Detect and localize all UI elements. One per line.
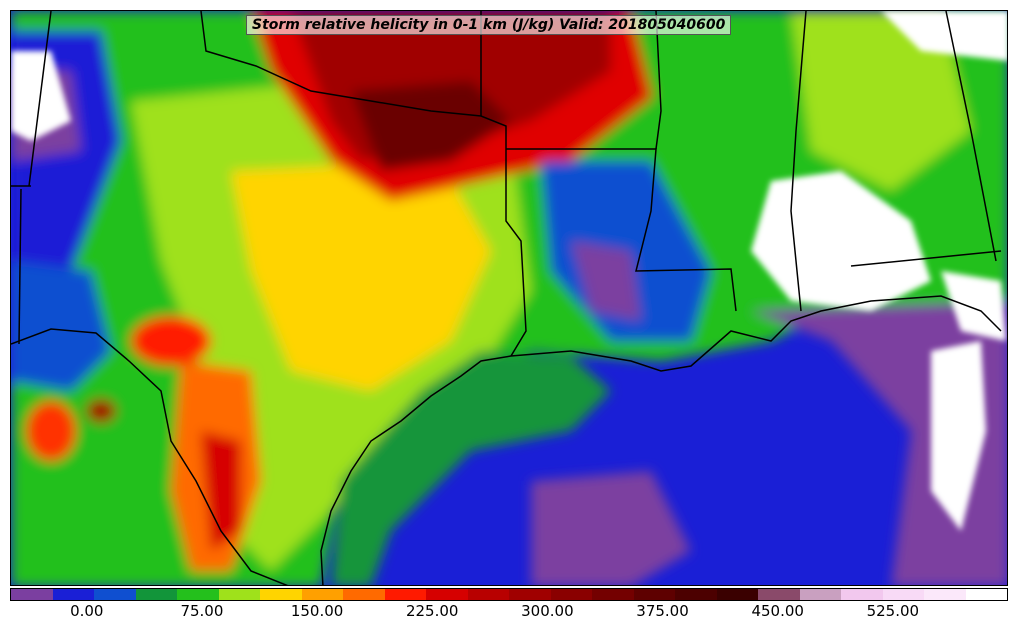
colorbar-swatch [633,589,675,600]
map-panel [10,10,1008,586]
colorbar-tick-label: 450.00 [751,602,804,620]
high-helicity-white [11,11,1007,531]
boundaries [11,11,1002,585]
colorbar-swatch [965,589,1007,600]
colorbar-swatch [301,589,343,600]
colorbar-swatch [841,589,883,600]
colorbar-swatch [218,589,260,600]
colorbar-swatch [11,589,53,600]
map-title: Storm relative helicity in 0-1 km (J/kg)… [246,15,732,35]
colorbar-swatch [592,589,634,600]
colorbar-tick-label: 0.00 [70,602,104,620]
colorbar-swatch [716,589,758,600]
colorbar-tick-label: 300.00 [521,602,574,620]
colorbar-tick-label: 525.00 [866,602,920,620]
colorbar-swatch [426,589,468,600]
colorbar-swatch [882,589,924,600]
helicity-field [11,11,1007,585]
colorbar-swatch [550,589,592,600]
colorbar-tick-label: 75.00 [180,602,224,620]
colorbar-swatch [94,589,136,600]
colorbar-tick-label: 225.00 [405,602,459,620]
colorbar-swatch [924,589,966,600]
colorbar-swatch [343,589,385,600]
colorbar-tick-label: 150.00 [290,602,344,620]
colorbar [10,588,1008,601]
colorbar-swatch [135,589,177,600]
colorbar-tick-labels: 0.00 75.00 150.00 225.00 300.00 375.00 450.00 5… [10,602,1008,624]
colorbar-swatch [467,589,509,600]
colorbar-swatch [799,589,841,600]
colorbar-swatch [52,589,94,600]
colorbar-swatch [758,589,800,600]
colorbar-swatch [177,589,219,600]
colorbar-swatch [260,589,302,600]
colorbar-swatch [675,589,717,600]
colorbar-swatch [509,589,551,600]
colorbar-tick-label: 375.00 [636,602,689,620]
helicity-map [11,11,1007,585]
colorbar-swatch [384,589,426,600]
